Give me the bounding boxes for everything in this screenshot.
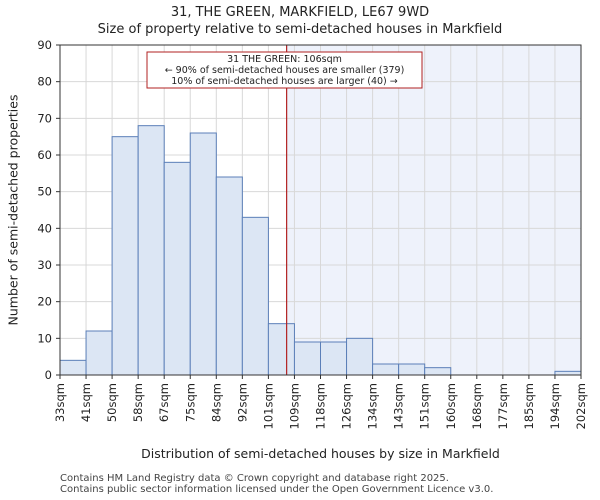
bar-33sqm bbox=[59, 359, 87, 376]
x-tick-label: 168sqm bbox=[470, 383, 484, 429]
bar-67sqm bbox=[163, 161, 191, 376]
x-tick-label: 58sqm bbox=[131, 383, 145, 422]
annotation-box: 31 THE GREEN: 106sqm ← 90% of semi-detac… bbox=[146, 51, 423, 89]
y-tick-label: 50 bbox=[37, 185, 52, 199]
x-tick-label: 143sqm bbox=[392, 383, 406, 429]
x-tick-label: 41sqm bbox=[79, 383, 93, 422]
bar-126sqm bbox=[346, 337, 374, 376]
bar-41sqm bbox=[85, 330, 113, 376]
x-tick-label: 177sqm bbox=[496, 383, 510, 429]
x-axis-label: Distribution of semi-detached houses by … bbox=[141, 446, 500, 461]
bar-194sqm bbox=[554, 370, 582, 376]
bar-151sqm bbox=[424, 367, 452, 376]
y-tick-label: 30 bbox=[37, 258, 52, 272]
x-tick-label: 134sqm bbox=[366, 383, 380, 429]
y-tick-label: 70 bbox=[37, 111, 52, 125]
y-tick-label: 20 bbox=[37, 295, 52, 309]
bar-58sqm bbox=[137, 125, 165, 376]
x-tick-label: 67sqm bbox=[157, 383, 171, 422]
y-tick-label: 0 bbox=[45, 368, 52, 382]
bar-50sqm bbox=[111, 136, 139, 376]
bar-92sqm bbox=[241, 216, 269, 376]
bar-84sqm bbox=[215, 176, 243, 376]
x-tick-label: 185sqm bbox=[522, 383, 536, 429]
annotation-line-2: ← 90% of semi-detached houses are smalle… bbox=[165, 65, 405, 76]
x-tick-label: 202sqm bbox=[574, 383, 588, 429]
y-tick-label: 60 bbox=[37, 148, 52, 162]
bar-109sqm bbox=[293, 341, 322, 376]
x-tick-label: 109sqm bbox=[287, 383, 301, 429]
footer-line-1: Contains HM Land Registry data © Crown c… bbox=[60, 473, 449, 484]
x-tick-label: 75sqm bbox=[183, 383, 197, 422]
y-tick-label: 90 bbox=[37, 38, 52, 52]
annotation-line-3: 10% of semi-detached houses are larger (… bbox=[171, 76, 398, 87]
bar-143sqm bbox=[398, 363, 426, 376]
chart-title: 31, THE GREEN, MARKFIELD, LE67 9WD bbox=[170, 5, 430, 20]
y-ticks: 0 10 20 30 40 50 60 70 80 90 bbox=[37, 38, 60, 382]
bar-118sqm bbox=[320, 341, 348, 376]
annotation-line-1: 31 THE GREEN: 106sqm bbox=[227, 54, 342, 65]
x-tick-label: 160sqm bbox=[444, 383, 458, 429]
x-tick-label: 118sqm bbox=[314, 383, 328, 429]
y-tick-label: 10 bbox=[37, 331, 52, 345]
x-tick-label: 101sqm bbox=[261, 383, 275, 429]
bars bbox=[59, 125, 582, 376]
larger-region-shade bbox=[286, 45, 581, 375]
bar-101sqm bbox=[267, 323, 295, 376]
x-tick-label: 194sqm bbox=[548, 383, 562, 429]
x-tick-label: 84sqm bbox=[209, 383, 223, 422]
chart-subtitle: Size of property relative to semi-detach… bbox=[97, 22, 503, 37]
x-tick-label: 151sqm bbox=[418, 383, 432, 429]
annotation-frame bbox=[146, 51, 423, 89]
x-tick-label: 50sqm bbox=[105, 383, 119, 422]
x-ticks: 33sqm 41sqm 50sqm 58sqm 67sqm 75sqm 84sqm 92sqm… bbox=[53, 375, 588, 429]
y-tick-label: 40 bbox=[37, 221, 52, 235]
y-axis-label: Number of semi-detached properties bbox=[5, 95, 20, 326]
footer-line-2: Contains public sector information licen… bbox=[60, 484, 494, 495]
bar-134sqm bbox=[372, 363, 400, 376]
x-tick-label: 33sqm bbox=[53, 383, 67, 422]
x-tick-label: 92sqm bbox=[235, 383, 249, 422]
y-tick-label: 80 bbox=[37, 75, 52, 89]
x-tick-label: 126sqm bbox=[340, 383, 354, 429]
bar-75sqm bbox=[189, 132, 217, 376]
